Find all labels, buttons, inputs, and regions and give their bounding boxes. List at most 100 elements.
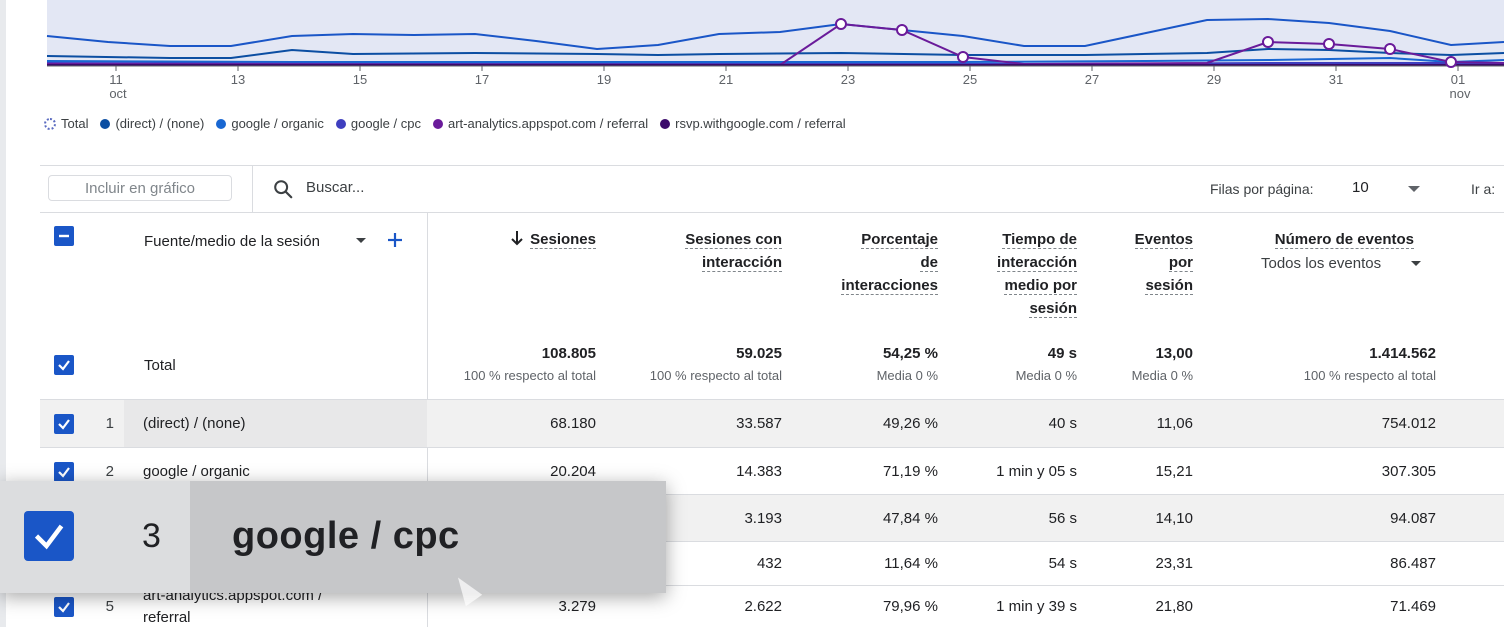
- cell-sessions: 3.279: [558, 598, 596, 615]
- legend-item[interactable]: google / cpc: [335, 116, 421, 131]
- header-engaged-sessions[interactable]: Sesiones con interacción: [620, 228, 782, 274]
- cell-rate: 47,84 %: [882, 510, 938, 527]
- add-dimension-icon[interactable]: [386, 231, 404, 249]
- point-marker[interactable]: [1262, 36, 1274, 48]
- select-all-checkbox[interactable]: [54, 226, 74, 246]
- header-engagement-rate[interactable]: Porcentaje de interacciones: [800, 228, 938, 297]
- point-marker[interactable]: [1323, 38, 1335, 50]
- cell-eps: 15,21: [1155, 463, 1193, 480]
- x-tick-label: 19: [597, 72, 611, 87]
- row-source[interactable]: google / organic: [124, 448, 427, 495]
- cell-eps: 21,80: [1155, 598, 1193, 615]
- row-source-line: referral: [143, 609, 191, 626]
- header-line: medio por: [1004, 277, 1077, 295]
- cell-events: 754.012: [1381, 415, 1436, 432]
- caret-down-icon[interactable]: [356, 238, 366, 243]
- dimension-header[interactable]: Fuente/medio de la sesión: [144, 233, 320, 250]
- total-engaged: 59.025 100 % respecto al total: [620, 345, 782, 383]
- search-input[interactable]: [304, 178, 608, 197]
- cell-events: 86.487: [1390, 555, 1436, 572]
- x-tick-label: 21: [719, 72, 733, 87]
- legend-item[interactable]: google / organic: [216, 116, 324, 131]
- row-source[interactable]: (direct) / (none): [124, 400, 427, 447]
- x-tick-label: 23: [841, 72, 855, 87]
- header-line: interacción: [996, 254, 1077, 272]
- header-line: Sesiones con: [685, 231, 782, 249]
- row-source-label: google / organic: [143, 463, 250, 480]
- header-line: interacción: [701, 254, 782, 272]
- x-tick-label: 29: [1207, 72, 1221, 87]
- x-tick-label: 17: [475, 72, 489, 87]
- cell-sessions: 68.180: [550, 415, 596, 432]
- row-rank: 2: [105, 463, 114, 480]
- search-icon[interactable]: [272, 178, 294, 200]
- cell-engaged: 14.383: [736, 463, 782, 480]
- x-tick-label: 15: [353, 72, 367, 87]
- header-line: sesión: [1145, 277, 1193, 295]
- total-subtext: 100 % respecto al total: [649, 368, 782, 383]
- legend-label: art-analytics.appspot.com / referral: [447, 116, 649, 131]
- total-value: 54,25 %: [882, 345, 938, 362]
- cell-engaged: 2.622: [744, 598, 782, 615]
- total-value: 13,00: [1155, 345, 1193, 362]
- point-marker[interactable]: [896, 24, 908, 36]
- rows-per-page-select[interactable]: 10: [1352, 179, 1369, 196]
- cell-time: 54 s: [1048, 555, 1077, 572]
- zoom-rank: 3: [142, 517, 161, 555]
- legend-item[interactable]: art-analytics.appspot.com / referral: [432, 116, 649, 131]
- legend-item[interactable]: rsvp.withgoogle.com / referral: [660, 116, 846, 131]
- header-line: de: [920, 254, 938, 272]
- header-line: sesión: [1029, 300, 1077, 318]
- point-marker[interactable]: [1445, 56, 1457, 68]
- legend-item[interactable]: Total: [44, 116, 88, 131]
- left-rail: [0, 0, 6, 627]
- header-sessions-label: Sesiones: [530, 231, 596, 249]
- legend-dot-icon: [432, 118, 443, 129]
- total-value: 1.414.562: [1369, 345, 1436, 362]
- legend-dot-icon: [216, 118, 227, 129]
- header-line: Tiempo de: [1002, 231, 1077, 249]
- cell-time: 40 s: [1048, 415, 1077, 432]
- header-event-count[interactable]: Número de eventos: [1230, 228, 1414, 251]
- point-marker[interactable]: [835, 18, 847, 30]
- cell-eps: 11,06: [1156, 415, 1193, 432]
- point-marker[interactable]: [1384, 43, 1396, 55]
- cell-rate: 71,19 %: [882, 463, 938, 480]
- x-tick-month: oct: [109, 86, 127, 101]
- chevron-down-icon[interactable]: [1408, 186, 1420, 192]
- legend-dot-icon: [335, 118, 346, 129]
- header-line: por: [1168, 254, 1193, 272]
- table-row[interactable]: 1 (direct) / (none) 68.180 33.587 49,26 % 40 …: [40, 399, 1504, 447]
- series-line-organic: [46, 56, 1504, 64]
- cell-rate: 11,64 %: [884, 555, 938, 572]
- cell-time: 1 min y 05 s: [996, 463, 1077, 480]
- cell-engaged: 33.587: [736, 415, 782, 432]
- header-avg-engagement-time[interactable]: Tiempo de interacción medio por sesión: [960, 228, 1077, 320]
- row-checkbox[interactable]: [54, 413, 74, 434]
- x-tick-label: 31: [1329, 72, 1343, 87]
- total-sessions: 108.805 100 % respecto al total: [440, 345, 596, 383]
- total-eps: 13,00 Media 0 %: [1100, 345, 1193, 383]
- caret-down-icon[interactable]: [1411, 261, 1421, 266]
- table-row[interactable]: 2 google / organic 20.204 14.383 71,19 % 1 mi…: [40, 447, 1504, 495]
- total-rate: 54,25 % Media 0 %: [800, 345, 938, 383]
- row-checkbox[interactable]: [54, 461, 74, 482]
- header-line: Porcentaje: [861, 231, 938, 249]
- event-filter-select[interactable]: Todos los eventos: [1261, 255, 1382, 272]
- row-checkbox[interactable]: [54, 597, 74, 617]
- point-marker[interactable]: [957, 51, 969, 63]
- total-checkbox[interactable]: [54, 355, 74, 375]
- x-tick-label: 11: [109, 72, 123, 87]
- header-events-per-session[interactable]: Eventos por sesión: [1100, 228, 1193, 297]
- cell-events: 71.469: [1390, 598, 1436, 615]
- check-icon: [58, 360, 70, 371]
- include-in-chart-button[interactable]: Incluir en gráfico: [48, 175, 232, 201]
- row-rank: 5: [105, 598, 114, 615]
- total-subtext: 100 % respecto al total: [1303, 368, 1436, 383]
- header-sessions[interactable]: Sesiones: [480, 228, 596, 251]
- zoom-checkbox[interactable]: [24, 511, 74, 561]
- cell-engaged: 3.193: [744, 510, 782, 527]
- legend-item[interactable]: (direct) / (none): [100, 116, 204, 131]
- cell-time: 56 s: [1048, 510, 1077, 527]
